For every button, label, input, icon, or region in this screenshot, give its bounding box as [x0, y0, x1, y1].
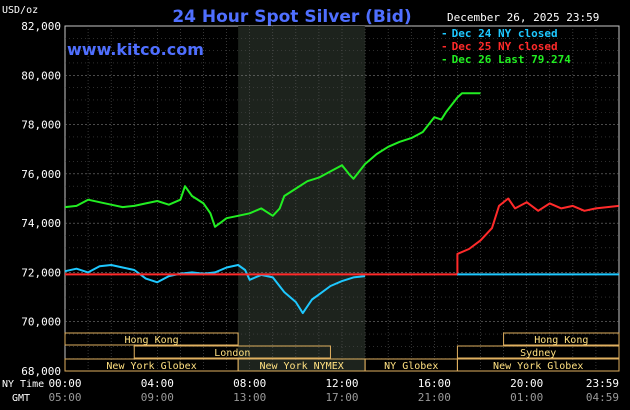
- session-box: [456, 345, 620, 359]
- legend-label: Dec 24 NY closed: [452, 27, 558, 40]
- x-tick-label-ny: 12:00: [325, 377, 358, 390]
- session-label: Hong Kong: [534, 335, 588, 346]
- series-line-3: [64, 92, 481, 228]
- x-tick-label-gmt: 09:00: [141, 391, 174, 404]
- x-tick-label-ny: 20:00: [510, 377, 543, 390]
- session-box: [503, 332, 620, 346]
- x-tick-label-gmt: 04:59: [586, 391, 619, 404]
- session-label: London: [214, 348, 250, 359]
- session-label: Sydney: [520, 348, 556, 359]
- x-tick-label-ny: 16:00: [418, 377, 451, 390]
- series-line-0: [64, 264, 366, 315]
- datetime-label: December 26, 2025 23:59: [447, 11, 599, 24]
- y-tick-label: 70,000: [21, 316, 61, 329]
- y-axis: 82,000 80,000 78,000 76,000 74,000 72,000 70,0…: [21, 20, 61, 378]
- ny-time-label: NY Time: [2, 379, 44, 390]
- unit-label: USD/oz: [2, 5, 38, 16]
- y-tick-label: 78,000: [21, 119, 61, 132]
- session-label: Hong Kong: [124, 335, 178, 346]
- gmt-label: GMT: [12, 393, 30, 404]
- legend-item-dec24: - Dec 24 NY closed: [441, 27, 558, 40]
- watermark: www.kitco.com: [67, 40, 204, 59]
- session-box: [133, 345, 331, 359]
- legend-dash: -: [441, 40, 448, 53]
- x-tick-label-gmt: 17:00: [325, 391, 358, 404]
- x-tick-label-ny: 04:00: [141, 377, 174, 390]
- y-tick-label: 72,000: [21, 266, 61, 279]
- session-label: New York NYMEX: [259, 361, 343, 372]
- grid-lines: [65, 26, 619, 371]
- y-tick-label: 68,000: [21, 365, 61, 378]
- y-tick-label: 80,000: [21, 69, 61, 82]
- legend-item-dec26: - Dec 26 Last 79.274: [441, 53, 571, 66]
- legend-dash: -: [441, 27, 448, 40]
- chart-title: 24 Hour Spot Silver (Bid): [172, 7, 411, 27]
- legend-label: Dec 26 Last 79.274: [452, 53, 572, 66]
- x-tick-label-gmt: 21:00: [418, 391, 451, 404]
- legend-dash: -: [441, 53, 448, 66]
- session-label: New York Globex: [106, 361, 196, 372]
- trading-sessions: Hong Kong Hong Kong London Sydney New York G…: [64, 332, 620, 372]
- x-tick-label-gmt: 13:00: [233, 391, 266, 404]
- session-box: [64, 332, 239, 346]
- session-label: NY Globex: [384, 361, 438, 372]
- series-lines: [64, 92, 619, 315]
- y-tick-label: 76,000: [21, 168, 61, 181]
- x-tick-label-ny: 00:00: [48, 377, 81, 390]
- x-tick-label-gmt: 01:00: [510, 391, 543, 404]
- y-tick-label: 74,000: [21, 217, 61, 230]
- legend: - Dec 24 NY closed - Dec 25 NY closed - Dec…: [441, 27, 571, 66]
- x-tick-label-ny: 23:59: [586, 377, 619, 390]
- x-tick-label-ny: 08:00: [233, 377, 266, 390]
- series-line-1: [65, 197, 619, 276]
- y-tick-label: 82,000: [21, 20, 61, 33]
- session-label: New York Globex: [493, 361, 583, 372]
- legend-item-dec25: - Dec 25 NY closed: [441, 40, 558, 53]
- x-tick-label-gmt: 05:00: [48, 391, 81, 404]
- legend-label: Dec 25 NY closed: [452, 40, 558, 53]
- session-box: [456, 358, 620, 372]
